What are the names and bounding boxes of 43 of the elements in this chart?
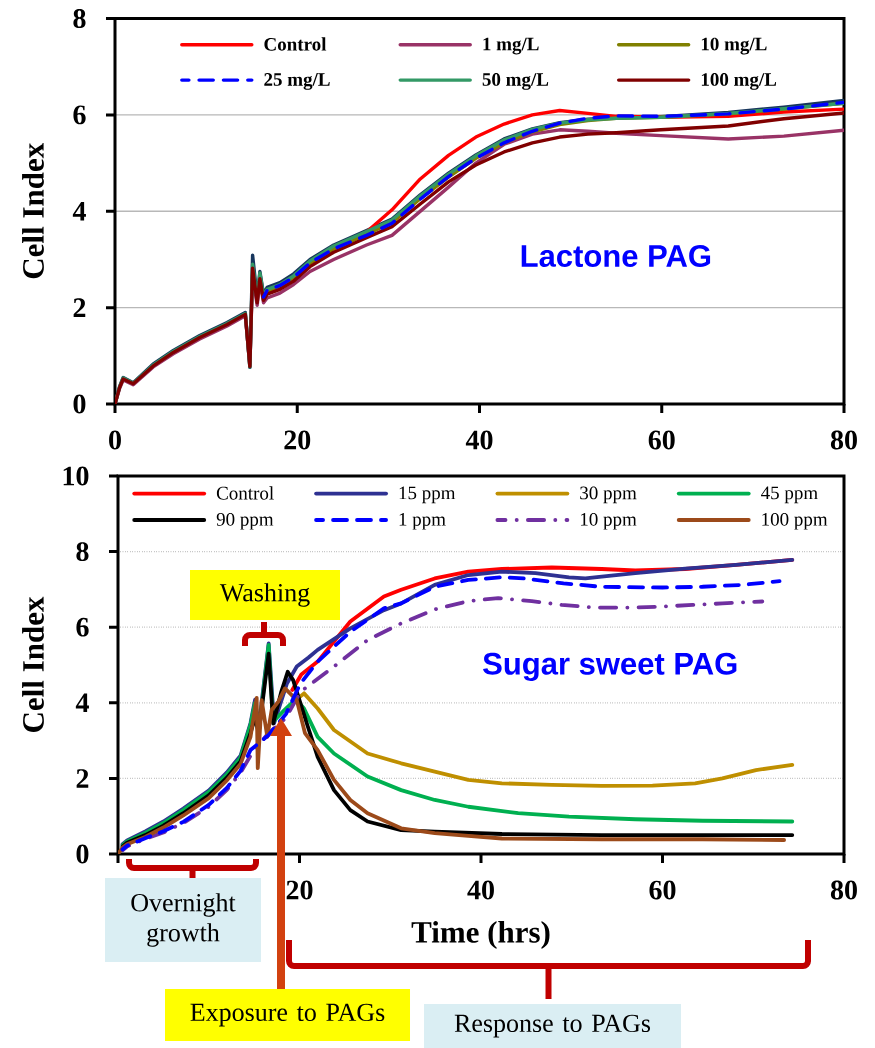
y-tick-label: 6	[76, 617, 89, 637]
y-tick-label: 0	[73, 394, 86, 414]
y-tick-label: 2	[73, 298, 86, 317]
x-tick-label: 40	[465, 430, 493, 450]
legend-label: 10 ppm	[580, 512, 637, 530]
x-tick-label: 80	[830, 880, 857, 900]
annotation: Sugar sweet PAG	[483, 652, 737, 682]
x-tick-label: 0	[109, 430, 121, 450]
y-tick-label: 4	[72, 202, 86, 221]
y-tick-label: 8	[73, 9, 86, 28]
y-tick-label: 0	[76, 844, 89, 864]
legend-label: 30 ppm	[580, 486, 637, 504]
legend-label: 1 mg/L	[483, 37, 539, 55]
legend-label: 15 ppm	[399, 486, 456, 504]
text: Overnight growth	[131, 893, 236, 947]
text: Exposure to PAGs	[190, 1003, 385, 1027]
y-tick-label: 10	[63, 466, 89, 486]
x-axis-title: Time (hrs)	[411, 920, 550, 950]
x-tick-label: 60	[648, 430, 675, 450]
x-tick-label: 20	[286, 880, 313, 900]
y-tick-label: 6	[73, 105, 86, 125]
legend-label: 45 ppm	[761, 486, 818, 504]
y-axis-title: Cell Index	[22, 596, 44, 732]
y-axis-title: Cell Index	[22, 142, 44, 279]
legend-label: 100 mg/L	[701, 73, 777, 90]
x-tick-label: 20	[284, 430, 311, 450]
annotation: Washing	[219, 583, 310, 607]
y-tick-label: 8	[76, 542, 89, 562]
legend-label: Control	[264, 37, 327, 51]
x-tick-label: 40	[467, 880, 494, 900]
legend-label: 1 ppm	[399, 513, 446, 530]
legend-label: 10 mg/L	[701, 37, 767, 55]
legend-label: Control	[216, 486, 274, 500]
legend-label: 90 ppm	[216, 512, 274, 530]
x-tick-label: 80	[830, 430, 857, 450]
y-tick-label: 2	[76, 769, 89, 788]
x-tick-label: 60	[649, 880, 676, 900]
legend-label: 25 mg/L	[264, 73, 330, 90]
legend-label: 100 ppm	[762, 512, 828, 530]
y-tick-label: 4	[75, 693, 89, 713]
legend-label: 50 mg/L	[482, 73, 549, 90]
text: Response to PAGs	[454, 1014, 651, 1038]
annotation: Lactone PAG	[521, 245, 711, 267]
